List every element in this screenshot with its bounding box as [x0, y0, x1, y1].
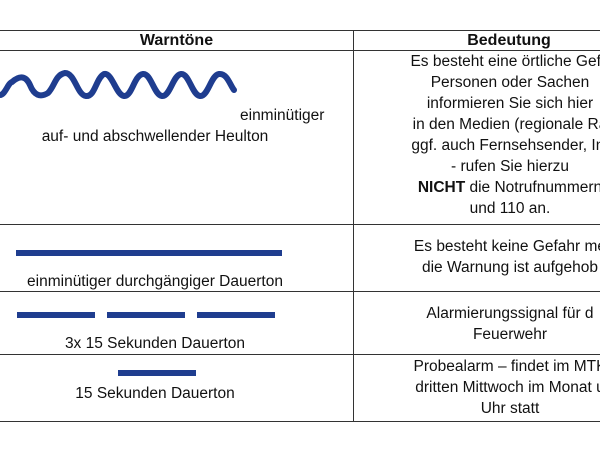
bar-icon-3 [197, 312, 275, 318]
header-bedeutung: Bedeutung [467, 32, 551, 49]
row3-meaning: Alarmierungssignal für d Feuerwehr [355, 303, 600, 354]
row1-right-line3: informieren Sie sich hier [426, 95, 594, 112]
row1-right-line1: Es besteht eine örtliche Gefa [410, 53, 600, 70]
row3-left: 3x 15 Sekunden Dauerton [64, 335, 246, 352]
row2-right-line2: die Warnung ist aufgehob [421, 259, 599, 276]
nicht-emphasis: NICHT [417, 179, 466, 196]
bar-icon-1 [17, 312, 95, 318]
row4-right-line1: Probealarm – findet im MTK [413, 358, 600, 375]
row4-left: 15 Sekunden Dauerton [75, 385, 235, 402]
row2-meaning: Es besteht keine Gefahr me die Warnung i… [355, 236, 600, 291]
column-divider [353, 30, 354, 422]
table-border [0, 30, 600, 31]
row1-right-line7-rest: die Notrufnummern [465, 179, 600, 196]
row4-right-line2: dritten Mittwoch im Monat u [415, 379, 600, 396]
row1-right-line5: ggf. auch Fernsehsender, Int [411, 137, 600, 154]
row1-right-line4: in den Medien (regionale Ra [412, 116, 600, 133]
row1-right-line7: NICHT die Notrufnummern [355, 177, 600, 198]
short-bar-icon [118, 370, 196, 376]
row1-right-line8: und 110 an. [469, 200, 551, 217]
wave-line-icon [0, 69, 237, 99]
long-bar-icon [16, 250, 282, 256]
header-warntoene: Warntöne [139, 32, 214, 49]
row2-right-line1: Es besteht keine Gefahr me [413, 238, 600, 255]
row3-right-line2: Feuerwehr [472, 326, 548, 343]
row4-right-line3: Uhr statt [480, 400, 540, 417]
row1-meaning: Es besteht eine örtliche Gefa Personen o… [355, 51, 600, 224]
row1-right-line6: - rufen Sie hierzu [450, 158, 570, 175]
row-divider [0, 291, 600, 292]
row1-right-line2: Personen oder Sachen [430, 74, 590, 91]
row2-left: einminütiger durchgängiger Dauerton [27, 273, 283, 290]
row1-left-line1: einminütiger [240, 107, 325, 124]
bar-icon-2 [107, 312, 185, 318]
row3-right-line1: Alarmierungssignal für d [426, 305, 594, 322]
row-divider [0, 224, 600, 225]
header-divider [0, 50, 600, 51]
row4-meaning: Probealarm – findet im MTK dritten Mittw… [355, 356, 600, 421]
table-border [0, 421, 600, 422]
row1-left-line2: auf- und abschwellender Heulton [41, 128, 269, 145]
row-divider [0, 354, 600, 355]
